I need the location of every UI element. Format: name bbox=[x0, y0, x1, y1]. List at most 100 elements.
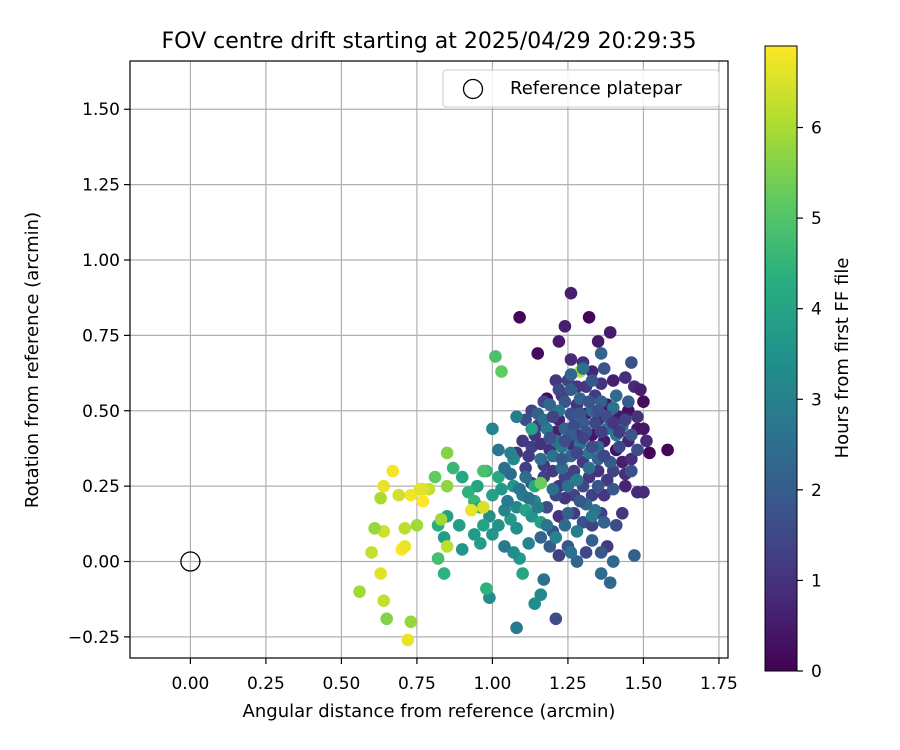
x-tick-label: 0.75 bbox=[398, 674, 436, 694]
data-point bbox=[534, 452, 548, 466]
colorbar: 0 1 2 3 4 5 6 Hours from first FF file bbox=[764, 45, 853, 682]
colorbar-tick-label: 6 bbox=[811, 119, 822, 139]
data-point bbox=[534, 437, 548, 451]
data-point bbox=[612, 440, 626, 454]
data-point bbox=[480, 582, 493, 595]
data-point bbox=[585, 374, 599, 387]
data-point bbox=[477, 464, 490, 478]
data-point bbox=[585, 440, 599, 454]
data-point bbox=[582, 470, 596, 484]
data-point bbox=[492, 443, 505, 457]
y-axis: −0.25 0.00 0.25 0.50 0.75 1.00 1.25 1.50 bbox=[68, 100, 130, 648]
data-point bbox=[625, 464, 638, 478]
data-point bbox=[576, 431, 590, 445]
data-point bbox=[516, 567, 529, 580]
data-point bbox=[585, 488, 599, 502]
data-point bbox=[546, 482, 560, 496]
data-point bbox=[606, 555, 620, 568]
colorbar-tick-label: 4 bbox=[811, 300, 822, 320]
data-point bbox=[625, 356, 638, 369]
data-point bbox=[468, 528, 481, 541]
data-point bbox=[597, 516, 611, 529]
data-point bbox=[564, 407, 578, 421]
data-point bbox=[625, 428, 638, 442]
data-point bbox=[564, 353, 578, 366]
data-point bbox=[522, 491, 535, 505]
data-point bbox=[543, 398, 557, 412]
data-point bbox=[594, 425, 608, 439]
y-tick-label: 0.50 bbox=[82, 402, 120, 422]
x-tick-label: 1.50 bbox=[625, 674, 663, 694]
data-point bbox=[588, 416, 602, 430]
colorbar-tick-label: 5 bbox=[811, 209, 822, 229]
data-point bbox=[392, 488, 406, 502]
data-point bbox=[368, 522, 381, 535]
data-point bbox=[564, 286, 578, 300]
data-point bbox=[597, 362, 611, 375]
data-point bbox=[507, 546, 520, 559]
y-axis-label: Rotation from reference (arcmin) bbox=[22, 212, 43, 508]
x-axis: 0.00 0.25 0.50 0.75 1.00 1.25 1.50 1.75 bbox=[171, 658, 738, 694]
data-point bbox=[582, 310, 596, 324]
data-point bbox=[455, 543, 469, 556]
data-point bbox=[513, 310, 526, 324]
data-point bbox=[561, 506, 575, 520]
data-point bbox=[597, 488, 611, 502]
data-point bbox=[615, 506, 629, 520]
data-point bbox=[401, 633, 415, 647]
data-point bbox=[365, 546, 378, 559]
data-point bbox=[519, 461, 532, 475]
data-point bbox=[440, 479, 454, 493]
data-point bbox=[377, 479, 390, 493]
x-tick-label: 1.75 bbox=[700, 674, 738, 694]
data-point bbox=[625, 452, 638, 466]
data-point bbox=[594, 347, 608, 360]
colorbar-ticks: 0 1 2 3 4 5 6 bbox=[797, 119, 822, 682]
data-point bbox=[591, 404, 605, 418]
data-point bbox=[661, 443, 674, 457]
x-tick-label: 0.50 bbox=[322, 674, 360, 694]
data-point bbox=[603, 576, 617, 589]
data-point bbox=[634, 383, 647, 396]
data-point bbox=[643, 446, 656, 460]
data-point bbox=[522, 537, 535, 550]
y-tick-label: 1.50 bbox=[82, 100, 120, 120]
data-point bbox=[534, 531, 548, 544]
data-point bbox=[606, 401, 620, 415]
data-point bbox=[404, 615, 418, 629]
data-point bbox=[513, 482, 526, 496]
data-point bbox=[570, 555, 584, 568]
data-point bbox=[585, 519, 599, 532]
data-point bbox=[612, 425, 626, 439]
data-point bbox=[486, 488, 499, 502]
data-point bbox=[552, 335, 566, 348]
data-point bbox=[591, 335, 605, 348]
data-point bbox=[386, 464, 400, 478]
data-point bbox=[597, 449, 611, 463]
data-point bbox=[437, 567, 451, 580]
colorbar-tick-label: 0 bbox=[811, 662, 822, 682]
data-point bbox=[619, 371, 632, 384]
data-point bbox=[637, 422, 650, 436]
data-point bbox=[504, 467, 517, 481]
data-point bbox=[543, 540, 557, 553]
data-point bbox=[591, 479, 605, 493]
reference-layer bbox=[180, 551, 201, 572]
data-point bbox=[594, 567, 608, 580]
data-point bbox=[628, 549, 641, 562]
data-point bbox=[446, 461, 460, 475]
data-point bbox=[570, 525, 584, 538]
data-point bbox=[637, 485, 650, 499]
data-point bbox=[561, 479, 575, 493]
data-point bbox=[540, 519, 554, 532]
data-point bbox=[631, 410, 644, 424]
data-point bbox=[534, 588, 548, 601]
data-point bbox=[452, 519, 466, 532]
colorbar-tick-label: 2 bbox=[811, 481, 822, 501]
data-point bbox=[416, 494, 430, 508]
data-point bbox=[495, 482, 508, 496]
data-point bbox=[531, 500, 545, 514]
colorbar-label: Hours from first FF file bbox=[832, 258, 853, 459]
data-point bbox=[606, 416, 620, 430]
y-tick-label: 1.00 bbox=[82, 251, 120, 271]
